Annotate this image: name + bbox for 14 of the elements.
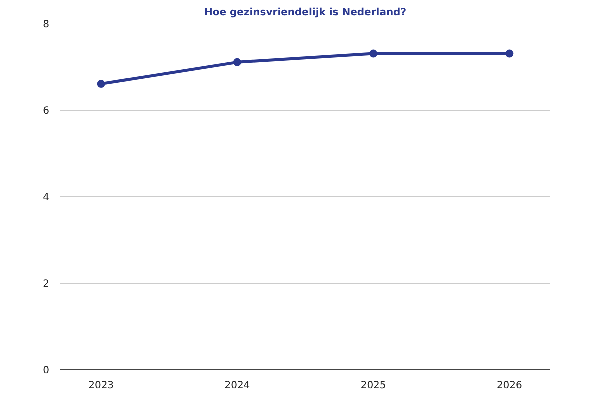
point [233,58,242,66]
x-tick-label: 2024 [224,380,250,392]
y-tick-label: 6 [43,106,50,117]
x-tick-label: 2025 [360,380,386,392]
x-tick-label: 2023 [88,380,114,392]
chart-title: Hoe gezinsvriendelijk is Nederland? [204,8,407,18]
y-tick-label: 2 [43,279,50,290]
x-tick-label: 2026 [496,380,522,392]
point [370,50,378,58]
y-tick-label: 0 [43,366,50,376]
point [97,80,106,88]
point [506,50,514,58]
y-tick-label: 4 [43,192,50,204]
y-tick-label: 8 [43,20,50,30]
